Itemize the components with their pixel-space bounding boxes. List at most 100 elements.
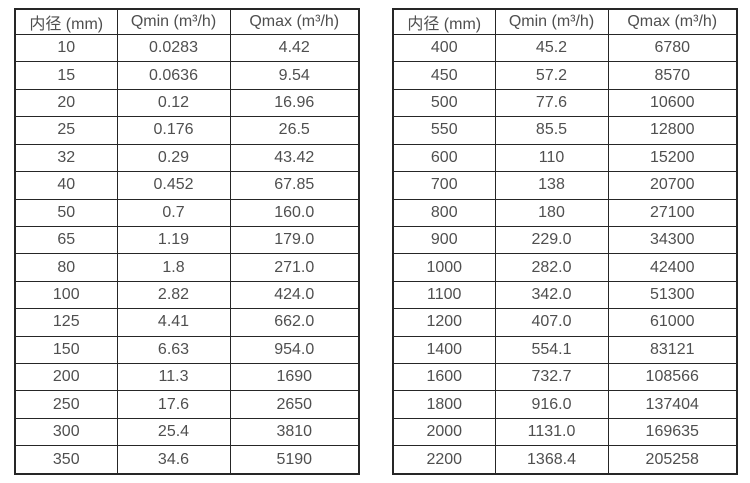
table-cell: 6780: [607, 33, 738, 63]
table-cell: 282.0: [494, 253, 609, 282]
table-cell: 600: [392, 143, 496, 173]
table-row: 150 6.63 954.0: [14, 335, 360, 365]
table-cell: 450: [392, 61, 496, 90]
table-cell: 25: [14, 116, 118, 145]
table-row: 300 25.4 3810: [14, 417, 360, 447]
table-row: 600 110 15200: [392, 143, 738, 173]
table-cell: 2.82: [116, 280, 231, 310]
table-row: 200 11.3 1690: [14, 363, 360, 392]
table-cell: 0.176: [116, 116, 231, 145]
table-row: 350 34.6 5190: [14, 445, 360, 475]
table-cell: 67.85: [229, 171, 360, 200]
table-cell: 205258: [607, 445, 738, 475]
column-header: Qmin (m³/h): [116, 8, 231, 35]
table-cell: 125: [14, 308, 118, 337]
table-cell: 300: [14, 417, 118, 447]
table-header-row: 内径 (mm) Qmin (m³/h) Qmax (m³/h): [14, 8, 360, 35]
table-row: 900 229.0 34300: [392, 225, 738, 255]
table-cell: 11.3: [116, 363, 231, 392]
table-cell: 1.8: [116, 253, 231, 282]
table-cell: 40: [14, 171, 118, 200]
table-body: 400 45.2 6780 450 57.2 8570 500 77.6 10600 550 85.…: [392, 33, 738, 475]
table-cell: 3810: [229, 417, 360, 447]
table-cell: 500: [392, 88, 496, 118]
table-cell: 34300: [607, 225, 738, 255]
table-cell: 15: [14, 61, 118, 90]
table-cell: 916.0: [494, 390, 609, 419]
table-cell: 85.5: [494, 116, 609, 145]
table-row: 1200 407.0 61000: [392, 308, 738, 337]
table-row: 1600 732.7 108566: [392, 363, 738, 392]
flow-spec-table-small-diameters: 内径 (mm) Qmin (m³/h) Qmax (m³/h) 10 0.0283 4.…: [14, 8, 360, 475]
table-row: 80 1.8 271.0: [14, 253, 360, 282]
table-cell: 200: [14, 363, 118, 392]
table-cell: 2000: [392, 417, 496, 447]
table-cell: 407.0: [494, 308, 609, 337]
table-cell: 20: [14, 88, 118, 118]
table-cell: 900: [392, 225, 496, 255]
table-row: 500 77.6 10600: [392, 88, 738, 118]
table-row: 1400 554.1 83121: [392, 335, 738, 365]
column-header: Qmax (m³/h): [229, 8, 360, 35]
table-cell: 5190: [229, 445, 360, 475]
table-cell: 160.0: [229, 198, 360, 227]
table-cell: 43.42: [229, 143, 360, 173]
table-cell: 137404: [607, 390, 738, 419]
table-cell: 4.41: [116, 308, 231, 337]
table-row: 800 180 27100: [392, 198, 738, 227]
table-cell: 10: [14, 33, 118, 63]
table-cell: 250: [14, 390, 118, 419]
table-row: 65 1.19 179.0: [14, 225, 360, 255]
table-cell: 1690: [229, 363, 360, 392]
table-cell: 662.0: [229, 308, 360, 337]
table-row: 50 0.7 160.0: [14, 198, 360, 227]
table-cell: 77.6: [494, 88, 609, 118]
table-cell: 1368.4: [494, 445, 609, 475]
table-cell: 17.6: [116, 390, 231, 419]
column-header: 内径 (mm): [392, 8, 496, 35]
table-cell: 400: [392, 33, 496, 63]
table-row: 1000 282.0 42400: [392, 253, 738, 282]
table-cell: 65: [14, 225, 118, 255]
table-cell: 1.19: [116, 225, 231, 255]
table-cell: 108566: [607, 363, 738, 392]
table-row: 内径 (mm) Qmin (m³/h) Qmax (m³/h): [14, 8, 360, 35]
table-cell: 1400: [392, 335, 496, 365]
table-body: 10 0.0283 4.42 15 0.0636 9.54 20 0.12 16.96 25 0.1…: [14, 33, 360, 475]
table-cell: 0.7: [116, 198, 231, 227]
table-row: 20 0.12 16.96: [14, 88, 360, 118]
table-cell: 954.0: [229, 335, 360, 365]
table-row: 1800 916.0 137404: [392, 390, 738, 419]
table-cell: 15200: [607, 143, 738, 173]
table-cell: 16.96: [229, 88, 360, 118]
table-cell: 1200: [392, 308, 496, 337]
column-header: 内径 (mm): [14, 8, 118, 35]
table-row: 1100 342.0 51300: [392, 280, 738, 310]
table-cell: 45.2: [494, 33, 609, 63]
table-cell: 1800: [392, 390, 496, 419]
table-header-row: 内径 (mm) Qmin (m³/h) Qmax (m³/h): [392, 8, 738, 35]
table-row: 2000 1131.0 169635: [392, 417, 738, 447]
flow-spec-table-large-diameters: 内径 (mm) Qmin (m³/h) Qmax (m³/h) 400 45.2 678…: [392, 8, 738, 475]
table-cell: 6.63: [116, 335, 231, 365]
table-row: 550 85.5 12800: [392, 116, 738, 145]
column-header: Qmin (m³/h): [494, 8, 609, 35]
table-cell: 80: [14, 253, 118, 282]
table-cell: 424.0: [229, 280, 360, 310]
table-cell: 700: [392, 171, 496, 200]
table-cell: 732.7: [494, 363, 609, 392]
table-cell: 4.42: [229, 33, 360, 63]
table-cell: 32: [14, 143, 118, 173]
table-row: 700 138 20700: [392, 171, 738, 200]
table-cell: 179.0: [229, 225, 360, 255]
table-cell: 554.1: [494, 335, 609, 365]
table-cell: 9.54: [229, 61, 360, 90]
table-row: 15 0.0636 9.54: [14, 61, 360, 90]
table-cell: 50: [14, 198, 118, 227]
table-cell: 0.12: [116, 88, 231, 118]
table-cell: 350: [14, 445, 118, 475]
table-cell: 83121: [607, 335, 738, 365]
table-cell: 57.2: [494, 61, 609, 90]
table-cell: 550: [392, 116, 496, 145]
table-cell: 138: [494, 171, 609, 200]
